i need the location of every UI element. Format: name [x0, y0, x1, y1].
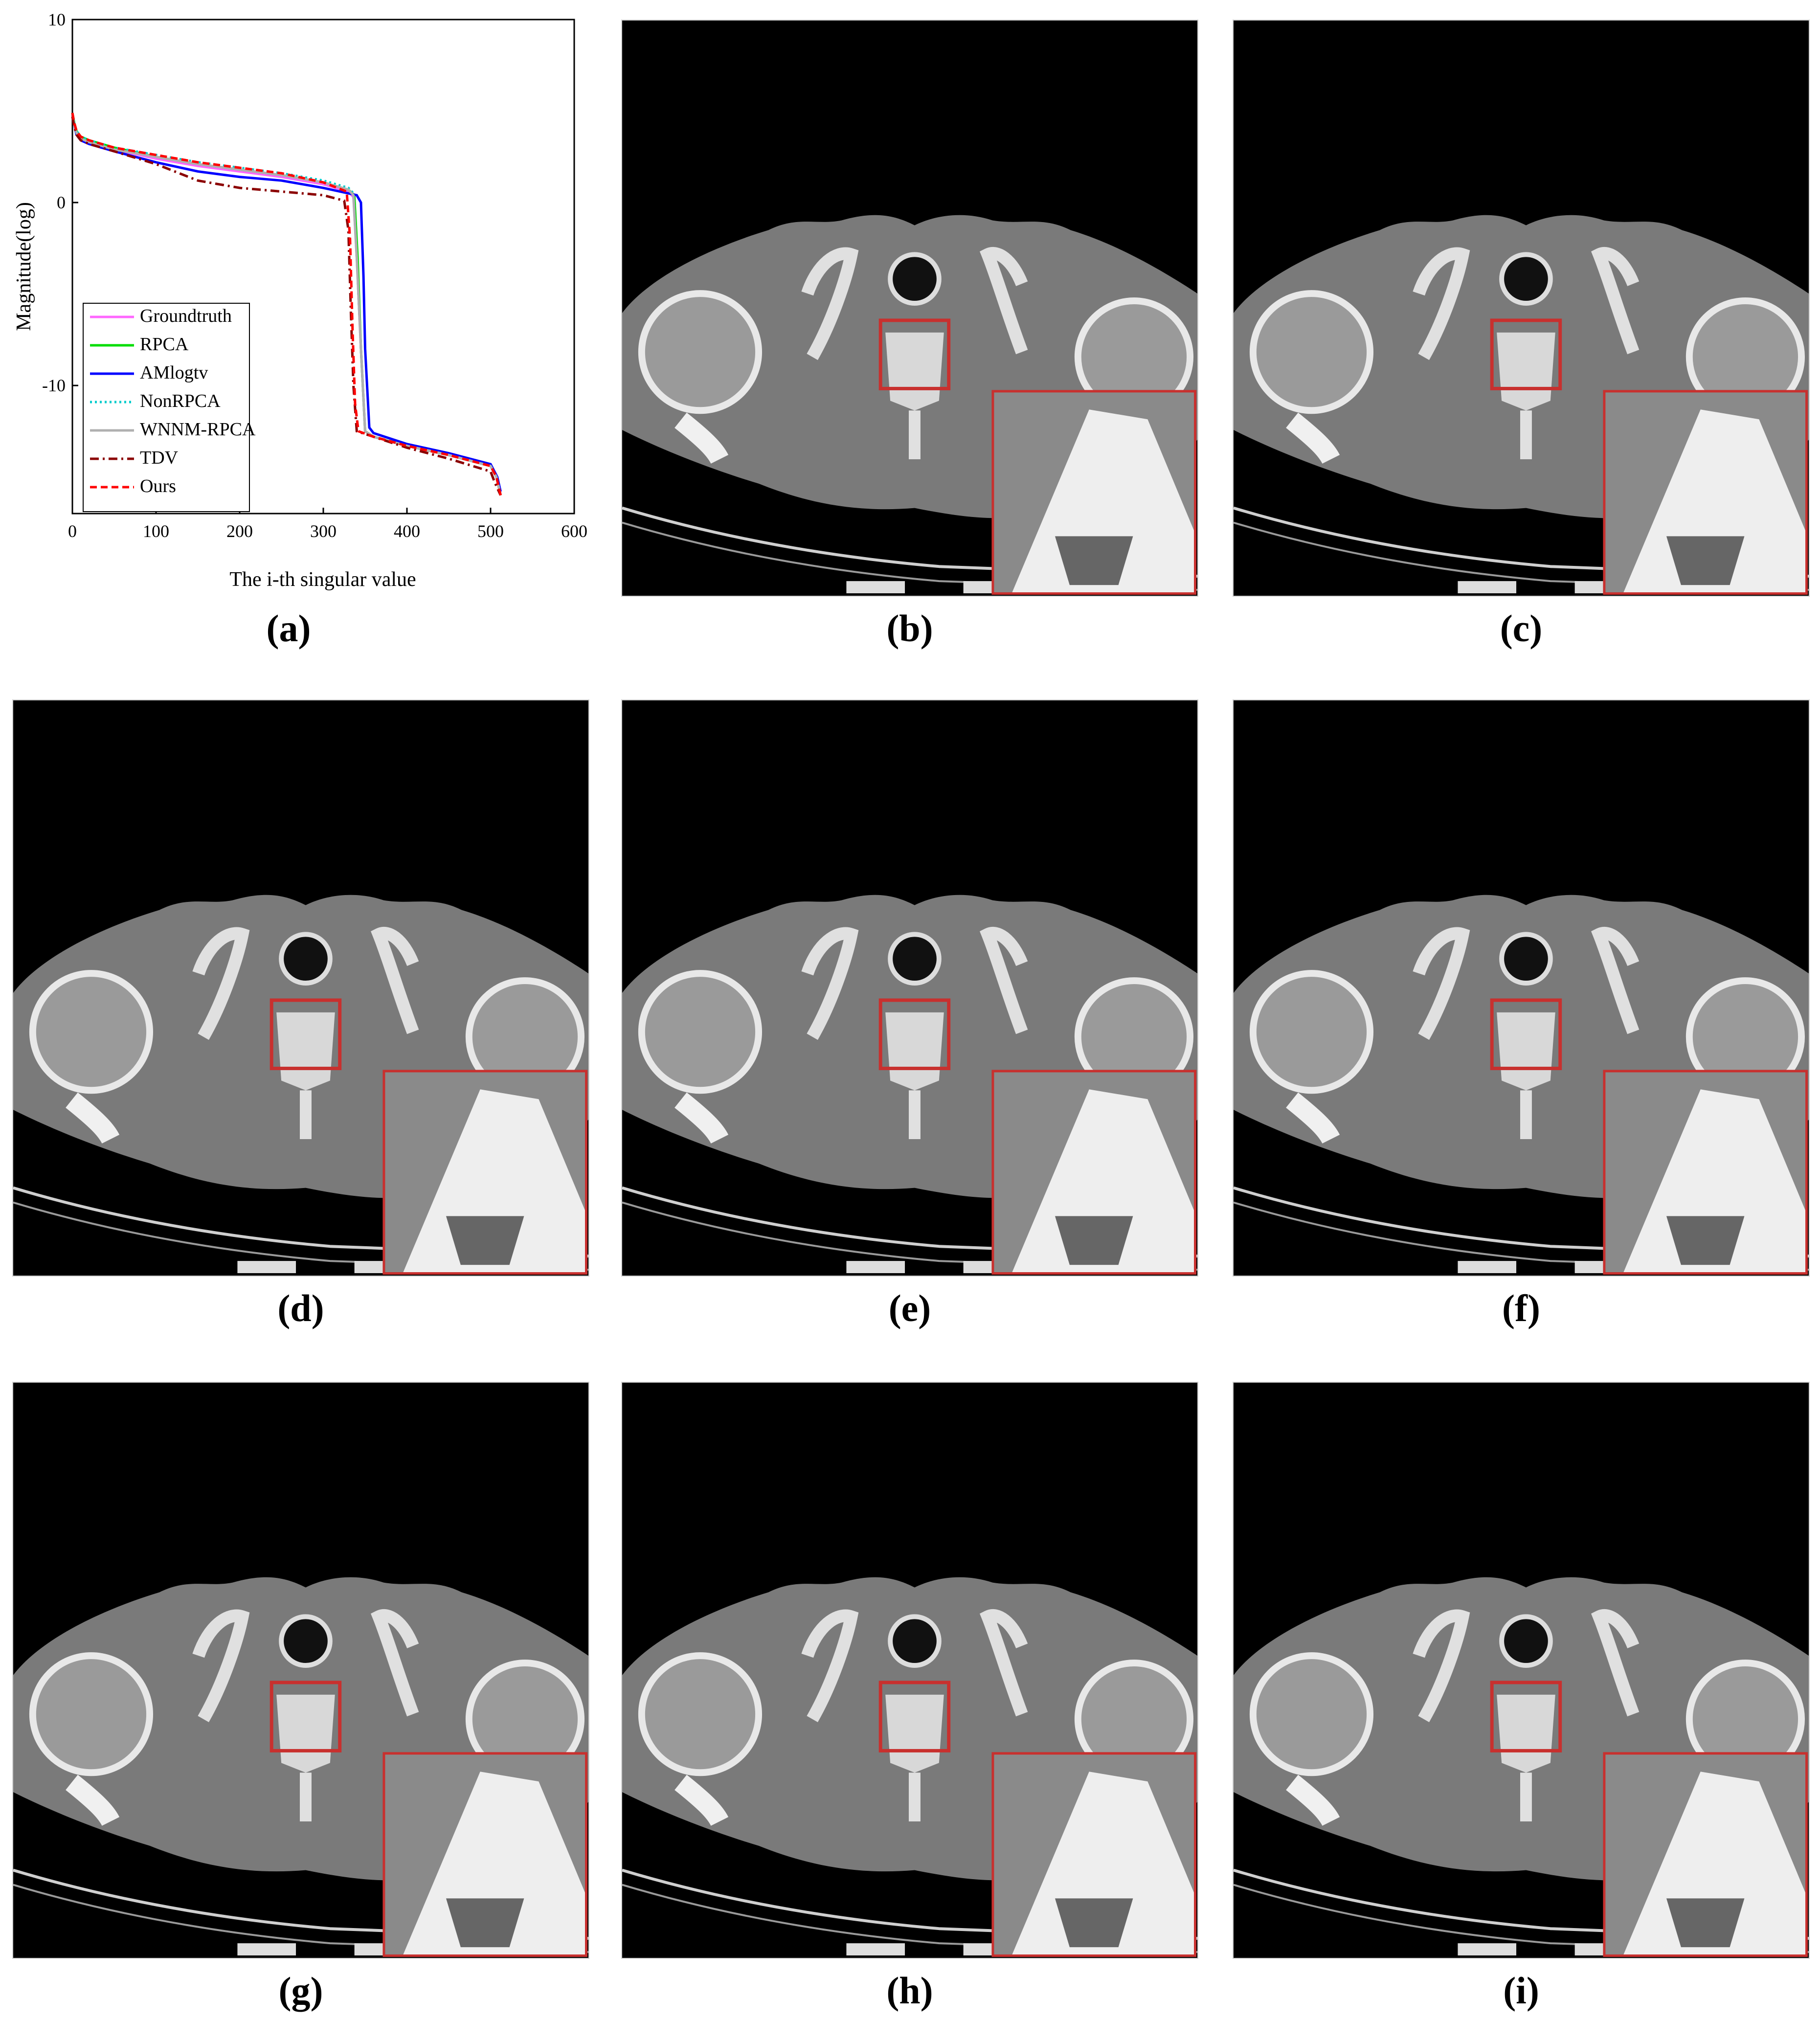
series-line-tdv	[71, 116, 502, 496]
ct-image-f	[1233, 699, 1810, 1277]
x-tick-label: 600	[561, 521, 587, 541]
caption-d: (d)	[277, 1287, 324, 1329]
x-tick-label: 200	[226, 521, 253, 541]
series-lines	[71, 112, 502, 496]
ct-image-i	[1233, 1382, 1810, 1959]
caption-c: (c)	[1500, 607, 1543, 650]
ct-scan-b	[622, 21, 1197, 596]
y-tick-label: -10	[42, 376, 66, 395]
ct-image-e	[621, 699, 1198, 1277]
caption-h: (h)	[886, 1969, 933, 2012]
ct-image-c	[1233, 20, 1810, 597]
legend-label: NonRPCA	[140, 391, 221, 411]
legend: Groundtruth RPCA AMlogtv NonRPCA WNNM-RPCA TD…	[83, 303, 256, 512]
series-line-ours	[71, 112, 502, 496]
ct-scan-f	[1234, 700, 1809, 1276]
x-tick-label: 500	[477, 521, 504, 541]
series-line-nonrpca	[71, 112, 502, 496]
caption-g: (g)	[278, 1969, 323, 2012]
legend-label: AMlogtv	[140, 362, 208, 383]
legend-label: RPCA	[140, 334, 189, 355]
y-tick-label: 0	[57, 193, 66, 212]
caption-e: (e)	[888, 1287, 931, 1329]
x-tick-label: 300	[310, 521, 337, 541]
caption-i: (i)	[1503, 1969, 1539, 2012]
ct-image-b	[621, 20, 1198, 597]
legend-label: TDV	[140, 448, 179, 468]
ct-scan-g	[13, 1383, 588, 1958]
x-tick-label: 400	[394, 521, 420, 541]
y-tick-label: 10	[48, 10, 66, 29]
ct-scan-e	[622, 700, 1197, 1276]
legend-label: Groundtruth	[140, 306, 232, 326]
caption-f: (f)	[1502, 1287, 1540, 1329]
series-line-amlogtv	[71, 114, 502, 492]
ct-scan-c	[1234, 21, 1809, 596]
ct-scan-i	[1234, 1383, 1809, 1958]
legend-box	[83, 303, 250, 512]
legend-label: WNNM-RPCA	[140, 419, 256, 440]
legend-label: Ours	[140, 476, 176, 496]
caption-b: (b)	[886, 607, 933, 650]
ct-scan-h	[622, 1383, 1197, 1958]
ct-image-g	[12, 1382, 589, 1959]
x-tick-label: 0	[68, 521, 77, 541]
x-tick-label: 100	[143, 521, 169, 541]
ct-image-d	[12, 699, 589, 1277]
singular-value-chart: 0 100 200 300 400 500 600 10 0 -10 Groundtruth RPC…	[0, 0, 592, 602]
x-axis-label: The i-th singular value	[229, 568, 416, 591]
ct-scan-d	[13, 700, 588, 1276]
caption-a: (a)	[266, 607, 311, 650]
ct-image-h	[621, 1382, 1198, 1959]
y-axis-label: Magnitude(log)	[13, 202, 35, 331]
